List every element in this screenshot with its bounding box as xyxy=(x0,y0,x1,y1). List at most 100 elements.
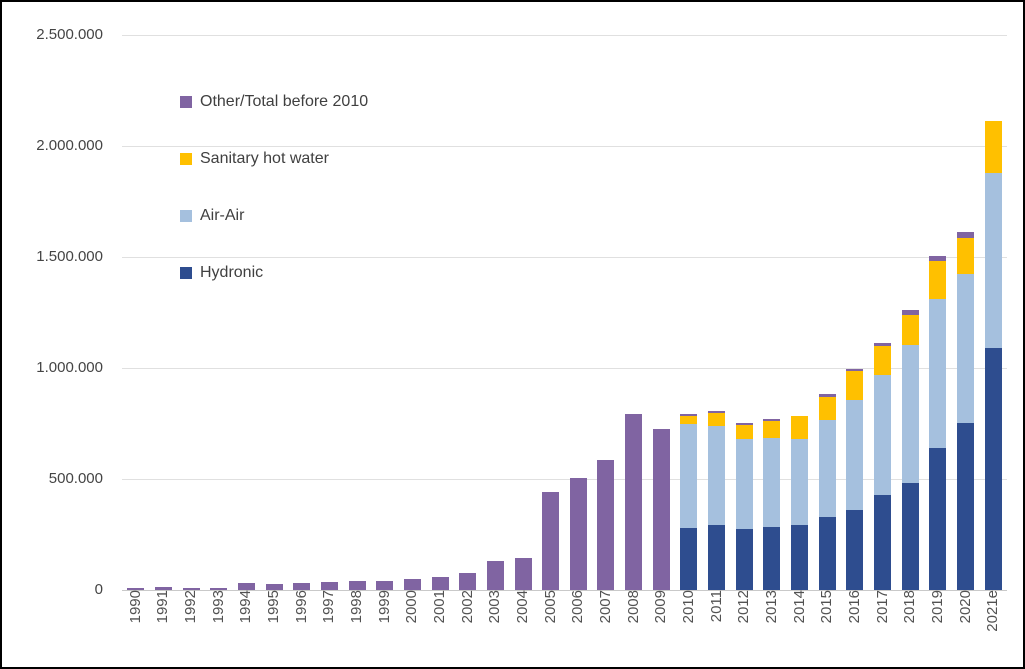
bar-segment-air-air xyxy=(680,424,698,528)
bar-stack xyxy=(680,35,698,590)
y-axis-label: 0 xyxy=(94,581,103,598)
bar-segment-sanitary-hot-water xyxy=(791,415,809,439)
bar-segment-air-air xyxy=(708,425,726,525)
x-axis-label: 2004 xyxy=(514,590,532,624)
bar-column: 2008 xyxy=(620,35,648,623)
x-axis-label: 1997 xyxy=(320,590,338,624)
bar-segment-other-total-before-2010 xyxy=(320,582,338,590)
x-axis-label: 1995 xyxy=(265,590,283,624)
bar-segment-air-air xyxy=(763,437,781,527)
bars-layer: 1990 1991 1992 1993 1994 1995 1996 1997 1998 1999… xyxy=(122,35,1007,632)
bar-segment-hydronic xyxy=(957,422,975,590)
bar-segment-other-total-before-2010 xyxy=(127,588,145,590)
bar-column: 2001 xyxy=(426,35,454,623)
bar-stack xyxy=(127,35,145,590)
bar-segment-other-total-before-2010 xyxy=(625,413,643,590)
x-axis-label: 2012 xyxy=(735,590,753,624)
bar-segment-other-total-before-2010 xyxy=(597,460,615,590)
x-axis-label: 1990 xyxy=(126,590,144,624)
legend-label-sanitary: Sanitary hot water xyxy=(200,150,329,167)
bar-segment-other-total-before-2010 xyxy=(735,422,753,426)
bar-segment-hydronic xyxy=(984,348,1002,590)
bar-segment-other-total-before-2010 xyxy=(514,557,532,590)
gridline xyxy=(122,479,1007,480)
bar-stack xyxy=(265,35,283,590)
bar-stack xyxy=(735,35,753,590)
bar-column: 2013 xyxy=(758,35,786,623)
bar-segment-sanitary-hot-water xyxy=(680,415,698,425)
bar-stack xyxy=(652,35,670,590)
bar-stack xyxy=(929,35,947,590)
x-axis-label: 1991 xyxy=(154,590,172,624)
y-axis-label: 2.500.000 xyxy=(36,26,103,43)
bar-stack xyxy=(763,35,781,590)
bar-segment-hydronic xyxy=(901,482,919,590)
bar-segment-sanitary-hot-water xyxy=(957,237,975,274)
legend-swatch-airair-icon xyxy=(180,210,192,222)
bar-segment-other-total-before-2010 xyxy=(265,584,283,590)
bar-stack xyxy=(514,35,532,590)
bar-segment-other-total-before-2010 xyxy=(652,429,670,590)
bar-stack xyxy=(901,35,919,590)
x-axis-label: 1996 xyxy=(292,590,310,624)
bar-stack xyxy=(237,35,255,590)
bar-segment-air-air xyxy=(874,375,892,496)
bar-segment-air-air xyxy=(846,400,864,510)
gridline xyxy=(122,146,1007,147)
x-axis-label: 1994 xyxy=(237,590,255,624)
x-axis-label: 2011 xyxy=(707,590,725,623)
x-axis-label: 1998 xyxy=(348,590,366,624)
bar-stack xyxy=(182,35,200,590)
bar-stack xyxy=(459,35,477,590)
y-axis-label: 1.000.000 xyxy=(36,359,103,376)
legend-swatch-sanitary-icon xyxy=(180,153,192,165)
x-axis-label: 2008 xyxy=(624,590,642,624)
bar-column: 2021e xyxy=(979,35,1007,632)
bar-segment-other-total-before-2010 xyxy=(459,572,477,590)
bar-stack xyxy=(403,35,421,590)
x-axis-label: 2000 xyxy=(403,590,421,624)
bar-segment-other-total-before-2010 xyxy=(348,581,366,590)
bar-stack xyxy=(874,35,892,590)
bar-stack xyxy=(957,35,975,590)
bar-segment-hydronic xyxy=(929,447,947,590)
bar-segment-other-total-before-2010 xyxy=(542,492,560,590)
bar-column: 1991 xyxy=(150,35,178,623)
bar-segment-hydronic xyxy=(818,516,836,590)
legend-swatch-other-icon xyxy=(180,96,192,108)
bar-column: 2010 xyxy=(675,35,703,623)
bar-segment-sanitary-hot-water xyxy=(763,421,781,438)
bar-column: 1990 xyxy=(122,35,150,623)
bar-segment-sanitary-hot-water xyxy=(735,425,753,440)
x-axis-label: 2015 xyxy=(818,590,836,624)
bar-column: 2007 xyxy=(592,35,620,623)
bar-segment-sanitary-hot-water xyxy=(846,371,864,401)
bar-segment-air-air xyxy=(818,420,836,517)
bar-stack xyxy=(569,35,587,590)
legend-swatch-hydronic-icon xyxy=(180,267,192,279)
bar-segment-other-total-before-2010 xyxy=(431,576,449,590)
bar-column: 2005 xyxy=(537,35,565,623)
bar-segment-air-air xyxy=(984,173,1002,349)
legend-label-other: Other/Total before 2010 xyxy=(200,93,369,110)
bar-column: 2006 xyxy=(565,35,593,623)
bar-column: 2020 xyxy=(952,35,980,623)
bar-column: 1992 xyxy=(177,35,205,623)
bar-segment-sanitary-hot-water xyxy=(929,261,947,300)
bar-segment-other-total-before-2010 xyxy=(403,579,421,590)
x-axis-label: 2001 xyxy=(431,590,449,624)
bar-stack xyxy=(486,35,504,590)
bar-segment-other-total-before-2010 xyxy=(154,587,172,590)
x-axis-label: 2006 xyxy=(569,590,587,624)
bar-column: 1997 xyxy=(316,35,344,623)
bar-stack xyxy=(625,35,643,590)
x-axis-label: 2016 xyxy=(845,590,863,624)
x-axis-label: 2002 xyxy=(458,590,476,624)
bar-column: 2003 xyxy=(482,35,510,623)
bar-segment-hydronic xyxy=(791,524,809,590)
bar-segment-sanitary-hot-water xyxy=(901,315,919,346)
bar-segment-other-total-before-2010 xyxy=(486,561,504,590)
bar-stack xyxy=(320,35,338,590)
legend-label-hydronic: Hydronic xyxy=(200,264,264,281)
